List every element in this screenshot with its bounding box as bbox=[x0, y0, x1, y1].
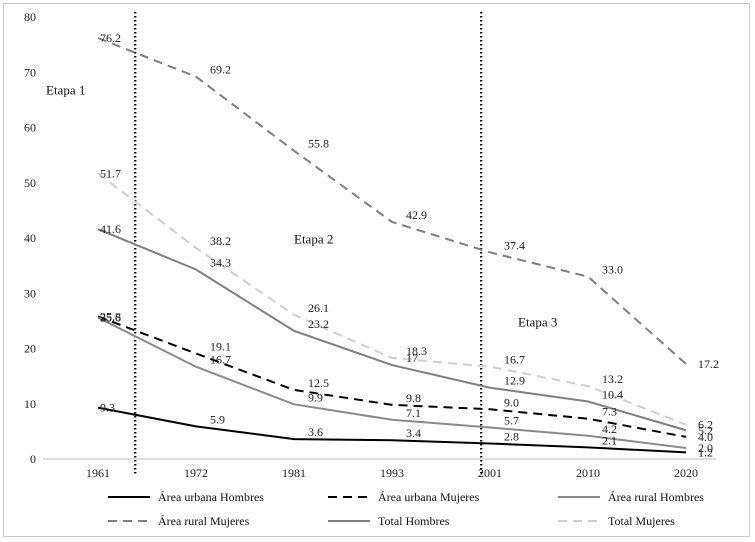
data-labels: 9.3 5.9 3.6 3.4 2.8 2.1 1.2 25.8 19.1 12.5 9.8 9.0 7… bbox=[100, 31, 719, 459]
legend-label: Área rural Mujeres bbox=[158, 514, 250, 528]
data-label: 37.4 bbox=[504, 238, 525, 252]
data-label: 10.4 bbox=[602, 388, 623, 402]
data-label: 2.1 bbox=[602, 433, 617, 447]
stage-annotation: Etapa 3 bbox=[518, 314, 557, 329]
series-line bbox=[97, 172, 687, 426]
stage-annotation: Etapa 1 bbox=[46, 82, 85, 97]
x-tick-label: 2020 bbox=[674, 466, 698, 480]
series-line bbox=[97, 228, 687, 432]
data-label: 5.9 bbox=[210, 412, 225, 426]
data-label: 19.1 bbox=[210, 339, 231, 353]
data-label: 41.6 bbox=[100, 222, 121, 236]
data-label: 76.2 bbox=[100, 31, 121, 45]
series-line bbox=[97, 316, 687, 449]
series-lines bbox=[97, 37, 687, 454]
data-label: 12.9 bbox=[504, 374, 525, 388]
series-line bbox=[97, 315, 687, 438]
data-label: 25.8 bbox=[100, 309, 121, 323]
x-tick-label: 2001 bbox=[478, 466, 502, 480]
data-label: 9.9 bbox=[308, 390, 323, 404]
data-label: 69.2 bbox=[210, 63, 231, 77]
data-label: 51.7 bbox=[100, 166, 121, 180]
legend-label: Total Hombres bbox=[378, 514, 450, 528]
data-label: 26.1 bbox=[308, 301, 329, 315]
data-label: 6.2 bbox=[698, 418, 713, 432]
data-label: 42.9 bbox=[406, 208, 427, 222]
legend-label: Área rural Hombres bbox=[608, 490, 704, 504]
data-label: 1.2 bbox=[698, 445, 713, 459]
data-label: 5.2 bbox=[698, 423, 713, 437]
legend-label: Área urbana Mujeres bbox=[378, 490, 480, 504]
legend-item: Total Hombres bbox=[328, 514, 450, 528]
legend-item: Área rural Mujeres bbox=[108, 514, 250, 528]
legend-item: Total Mujeres bbox=[558, 514, 675, 528]
y-tick-label: 30 bbox=[24, 286, 36, 300]
x-axis-ticks: 1961 1972 1981 1993 2001 2010 2020 bbox=[86, 466, 698, 480]
y-tick-label: 20 bbox=[24, 342, 36, 356]
data-label: 2.8 bbox=[504, 430, 519, 444]
y-tick-label: 70 bbox=[24, 65, 36, 79]
data-label: 4.0 bbox=[698, 430, 713, 444]
data-label: 13.2 bbox=[602, 372, 623, 386]
data-label: 34.3 bbox=[210, 255, 231, 269]
data-label: 9.8 bbox=[406, 391, 421, 405]
data-label: 33.0 bbox=[602, 263, 623, 277]
y-tick-label: 50 bbox=[24, 176, 36, 190]
data-label: 18.3 bbox=[406, 344, 427, 358]
data-label: 17.2 bbox=[698, 357, 719, 371]
y-tick-label: 40 bbox=[24, 231, 36, 245]
data-label: 2.0 bbox=[698, 441, 713, 455]
x-tick-label: 1961 bbox=[86, 466, 110, 480]
data-label: 38.2 bbox=[210, 234, 231, 248]
legend: Área urbana Hombres Área urbana Mujeres Ár… bbox=[108, 490, 704, 528]
x-tick-label: 2010 bbox=[576, 466, 600, 480]
data-label: 5.7 bbox=[504, 414, 519, 428]
stage-annotation: Etapa 2 bbox=[294, 232, 333, 247]
data-label: 16.7 bbox=[504, 353, 525, 367]
data-label: 12.5 bbox=[308, 376, 329, 390]
legend-item: Área rural Hombres bbox=[558, 490, 704, 504]
data-label: 7.1 bbox=[406, 406, 421, 420]
legend-label: Total Mujeres bbox=[608, 514, 675, 528]
stage-annotations: Etapa 1 Etapa 2 Etapa 3 bbox=[46, 82, 557, 329]
data-label: 55.8 bbox=[308, 137, 329, 151]
data-label: 4.2 bbox=[602, 422, 617, 436]
x-tick-label: 1981 bbox=[282, 466, 306, 480]
y-tick-label: 10 bbox=[24, 397, 36, 411]
series-line bbox=[97, 406, 687, 454]
data-label: 9.0 bbox=[504, 395, 519, 409]
y-tick-label: 80 bbox=[24, 10, 36, 24]
x-tick-label: 1972 bbox=[184, 466, 208, 480]
data-label: 25.6 bbox=[100, 311, 121, 325]
data-label: 16.7 bbox=[210, 353, 231, 367]
data-label: 3.6 bbox=[308, 425, 323, 439]
y-tick-label: 60 bbox=[24, 121, 36, 135]
stage-dividers bbox=[134, 12, 483, 474]
data-label: 3.4 bbox=[406, 426, 421, 440]
data-label: 17 bbox=[406, 351, 418, 365]
chart-frame bbox=[3, 3, 750, 537]
data-label: 9.3 bbox=[100, 401, 115, 415]
legend-item: Área urbana Mujeres bbox=[328, 490, 480, 504]
legend-label: Área urbana Hombres bbox=[158, 490, 264, 504]
series-line bbox=[97, 37, 687, 365]
legend-item: Área urbana Hombres bbox=[108, 490, 264, 504]
x-tick-label: 1993 bbox=[380, 466, 404, 480]
y-axis-ticks: 0 10 20 30 40 50 60 70 80 bbox=[24, 10, 36, 466]
data-label: 23.2 bbox=[308, 317, 329, 331]
y-tick-label: 0 bbox=[30, 452, 36, 466]
data-label: 7.3 bbox=[602, 405, 617, 419]
